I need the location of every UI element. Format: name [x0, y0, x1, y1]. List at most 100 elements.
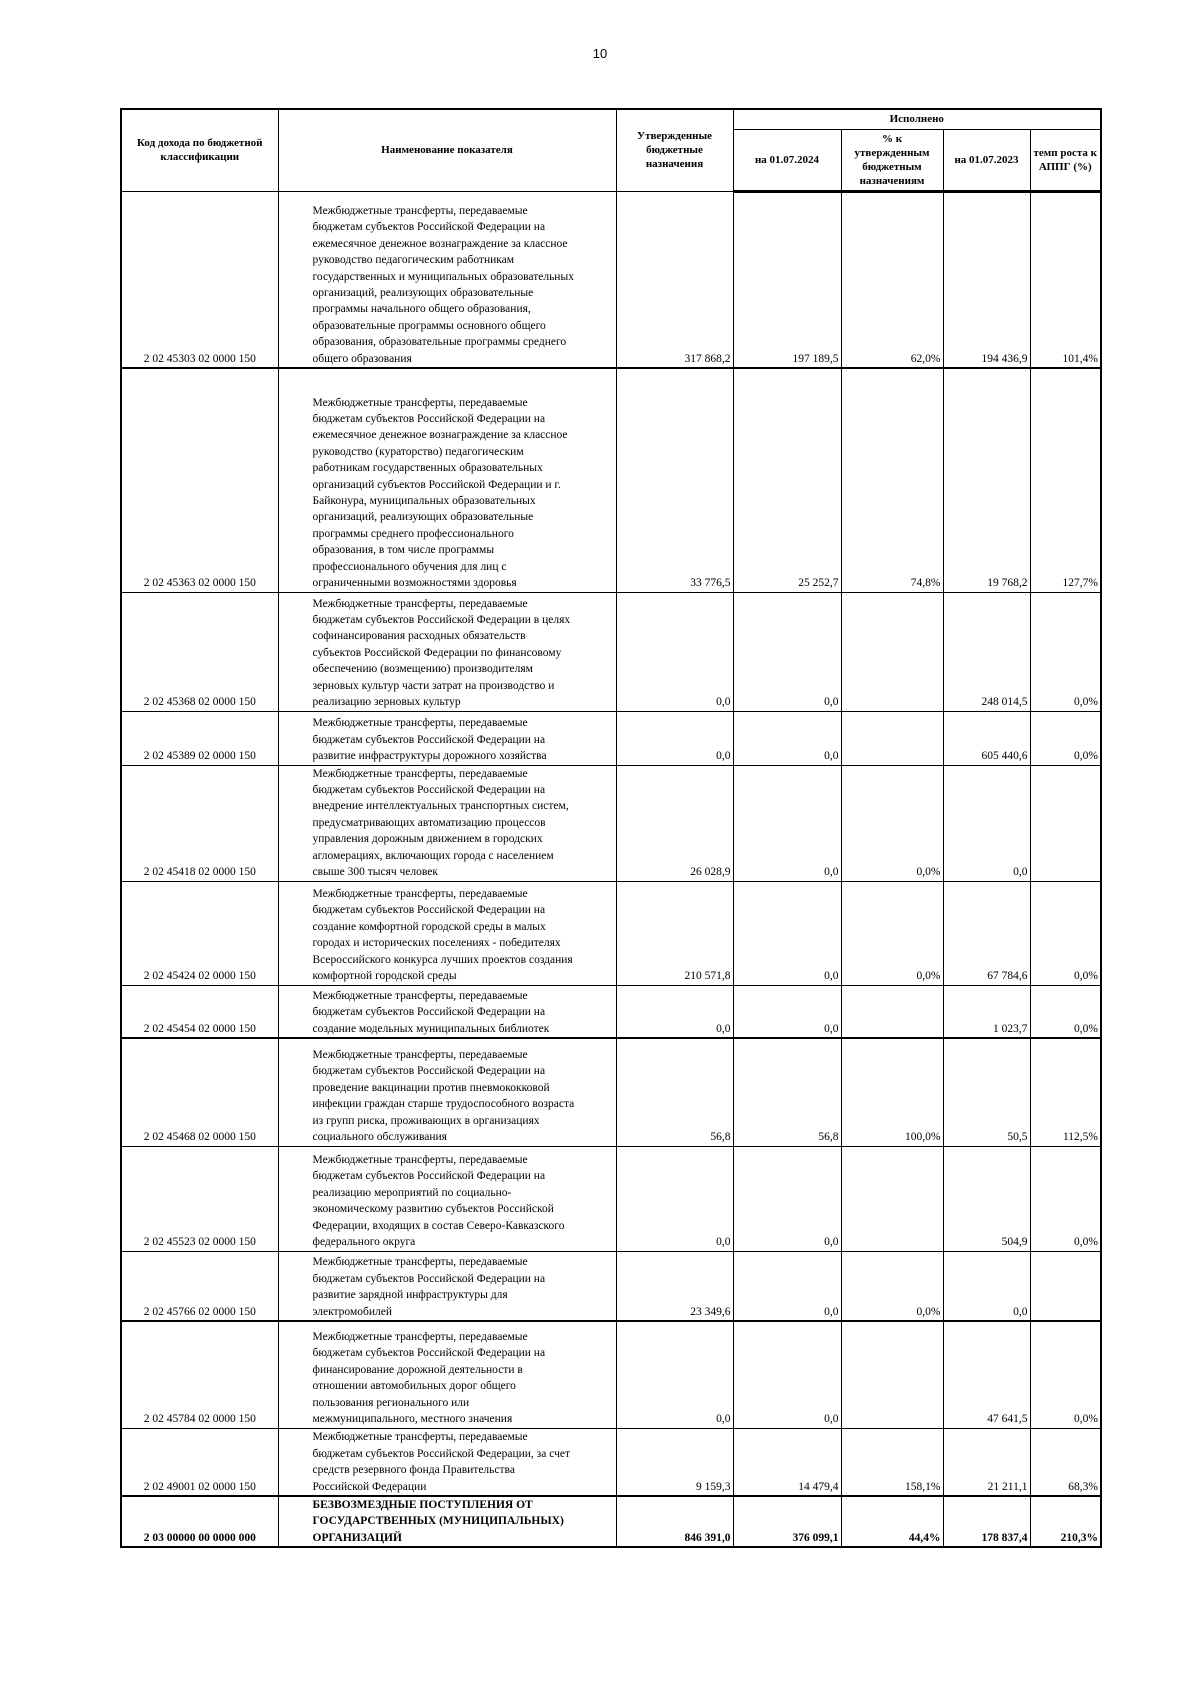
- cell-pct: [840, 1320, 944, 1429]
- header-executed: Исполнено: [732, 108, 1102, 130]
- cell-name: Межбюджетные трансферты, передаваемые бю…: [277, 1037, 617, 1147]
- cell-name: Межбюджетные трансферты, передаваемые бю…: [277, 367, 617, 593]
- cell-on-2023: 19 768,2: [942, 367, 1031, 593]
- cell-pct: [840, 591, 944, 712]
- table-row: 2 02 45523 02 0000 150 Межбюджетные транс…: [120, 1145, 1102, 1252]
- budget-table: Код дохода по бюджетной классификации На…: [120, 108, 1102, 1549]
- cell-on-2023: 47 641,5: [942, 1320, 1031, 1429]
- page-number: 10: [592, 46, 608, 61]
- cell-code: 2 02 45468 02 0000 150: [120, 1037, 279, 1147]
- cell-growth: 210,3%: [1029, 1494, 1102, 1548]
- cell-on-2024: 376 099,1: [732, 1494, 842, 1548]
- cell-on-2024: 0,0: [732, 1145, 842, 1252]
- cell-growth: 112,5%: [1029, 1037, 1102, 1147]
- cell-code: 2 02 45454 02 0000 150: [120, 984, 279, 1039]
- header-on-2023: на 01.07.2023: [942, 128, 1031, 193]
- cell-on-2023: 194 436,9: [942, 190, 1031, 369]
- table-row: 2 02 45424 02 0000 150 Межбюджетные транс…: [120, 880, 1102, 986]
- cell-pct: 0,0%: [840, 1250, 944, 1322]
- cell-code: 2 02 45363 02 0000 150: [120, 367, 279, 593]
- cell-on-2023: 0,0: [942, 764, 1031, 882]
- header-approved: Утвержденные бюджетные назначения: [615, 108, 734, 192]
- cell-growth: 0,0%: [1029, 710, 1102, 766]
- cell-pct: [840, 1145, 944, 1252]
- cell-growth: 0,0%: [1029, 984, 1102, 1039]
- cell-pct: 0,0%: [840, 764, 944, 882]
- cell-code: 2 02 45523 02 0000 150: [120, 1145, 279, 1252]
- cell-growth: [1029, 1250, 1102, 1322]
- cell-approved: 317 868,2: [615, 190, 734, 369]
- cell-code: 2 02 49001 02 0000 150: [120, 1427, 279, 1497]
- table-row: 2 02 45368 02 0000 150 Межбюджетные транс…: [120, 591, 1102, 712]
- cell-growth: 0,0%: [1029, 880, 1102, 986]
- cell-pct: 100,0%: [840, 1037, 944, 1147]
- table-row: 2 02 45766 02 0000 150 Межбюджетные транс…: [120, 1250, 1102, 1322]
- cell-on-2023: 0,0: [942, 1250, 1031, 1322]
- table-row: 2 02 49001 02 0000 150 Межбюджетные транс…: [120, 1427, 1102, 1497]
- cell-code: 2 02 45303 02 0000 150: [120, 190, 279, 369]
- cell-name: Межбюджетные трансферты, передаваемые бю…: [277, 880, 617, 986]
- cell-on-2023: 178 837,4: [942, 1494, 1031, 1548]
- cell-pct: 74,8%: [840, 367, 944, 593]
- cell-code: 2 02 45766 02 0000 150: [120, 1250, 279, 1322]
- cell-on-2023: 504,9: [942, 1145, 1031, 1252]
- table-row: 2 02 45418 02 0000 150 Межбюджетные транс…: [120, 764, 1102, 882]
- cell-approved: 0,0: [615, 1320, 734, 1429]
- cell-approved: 9 159,3: [615, 1427, 734, 1497]
- cell-name: Межбюджетные трансферты, передаваемые бю…: [277, 764, 617, 882]
- cell-name: Межбюджетные трансферты, передаваемые бю…: [277, 190, 617, 369]
- cell-on-2024: 197 189,5: [732, 190, 842, 369]
- cell-approved: 26 028,9: [615, 764, 734, 882]
- header-code: Код дохода по бюджетной классификации: [120, 108, 279, 192]
- cell-code: 2 02 45368 02 0000 150: [120, 591, 279, 712]
- header-name: Наименование показателя: [277, 108, 617, 192]
- cell-code: 2 02 45424 02 0000 150: [120, 880, 279, 986]
- cell-on-2023: 248 014,5: [942, 591, 1031, 712]
- table-row: 2 03 00000 00 0000 000 БЕЗВОЗМЕЗДНЫЕ ПОСТ…: [120, 1494, 1102, 1548]
- cell-approved: 0,0: [615, 984, 734, 1039]
- cell-on-2024: 56,8: [732, 1037, 842, 1147]
- cell-on-2024: 0,0: [732, 880, 842, 986]
- cell-on-2023: 1 023,7: [942, 984, 1031, 1039]
- cell-growth: 0,0%: [1029, 591, 1102, 712]
- cell-approved: 846 391,0: [615, 1494, 734, 1548]
- table-row: 2 02 45363 02 0000 150 Межбюджетные транс…: [120, 367, 1102, 593]
- cell-pct: 62,0%: [840, 190, 944, 369]
- cell-growth: 68,3%: [1029, 1427, 1102, 1497]
- cell-on-2023: 21 211,1: [942, 1427, 1031, 1497]
- cell-pct: [840, 984, 944, 1039]
- cell-growth: 0,0%: [1029, 1145, 1102, 1252]
- cell-approved: 210 571,8: [615, 880, 734, 986]
- cell-code: 2 02 45389 02 0000 150: [120, 710, 279, 766]
- cell-name: Межбюджетные трансферты, передаваемые бю…: [277, 1250, 617, 1322]
- cell-approved: 56,8: [615, 1037, 734, 1147]
- cell-name: Межбюджетные трансферты, передаваемые бю…: [277, 1427, 617, 1497]
- cell-name: Межбюджетные трансферты, передаваемые бю…: [277, 591, 617, 712]
- cell-on-2024: 25 252,7: [732, 367, 842, 593]
- cell-pct: 44,4%: [840, 1494, 944, 1548]
- table-row: 2 02 45454 02 0000 150 Межбюджетные транс…: [120, 984, 1102, 1039]
- cell-on-2024: 0,0: [732, 1320, 842, 1429]
- cell-growth: 101,4%: [1029, 190, 1102, 369]
- cell-on-2023: 605 440,6: [942, 710, 1031, 766]
- cell-code: 2 03 00000 00 0000 000: [120, 1494, 279, 1548]
- cell-approved: 23 349,6: [615, 1250, 734, 1322]
- cell-name: Межбюджетные трансферты, передаваемые бю…: [277, 1320, 617, 1429]
- cell-approved: 33 776,5: [615, 367, 734, 593]
- cell-pct: 158,1%: [840, 1427, 944, 1497]
- cell-on-2024: 0,0: [732, 764, 842, 882]
- cell-pct: 0,0%: [840, 880, 944, 986]
- table-row: 2 02 45303 02 0000 150 Межбюджетные транс…: [120, 190, 1102, 369]
- cell-approved: 0,0: [615, 1145, 734, 1252]
- cell-approved: 0,0: [615, 591, 734, 712]
- cell-on-2024: 0,0: [732, 591, 842, 712]
- cell-approved: 0,0: [615, 710, 734, 766]
- cell-name: БЕЗВОЗМЕЗДНЫЕ ПОСТУПЛЕНИЯ ОТ ГОСУДАРСТВЕ…: [277, 1494, 617, 1548]
- cell-on-2023: 50,5: [942, 1037, 1031, 1147]
- cell-name: Межбюджетные трансферты, передаваемые бю…: [277, 710, 617, 766]
- cell-name: Межбюджетные трансферты, передаваемые бю…: [277, 984, 617, 1039]
- cell-name: Межбюджетные трансферты, передаваемые бю…: [277, 1145, 617, 1252]
- table-row: 2 02 45468 02 0000 150 Межбюджетные транс…: [120, 1037, 1102, 1147]
- cell-pct: [840, 710, 944, 766]
- cell-on-2024: 0,0: [732, 984, 842, 1039]
